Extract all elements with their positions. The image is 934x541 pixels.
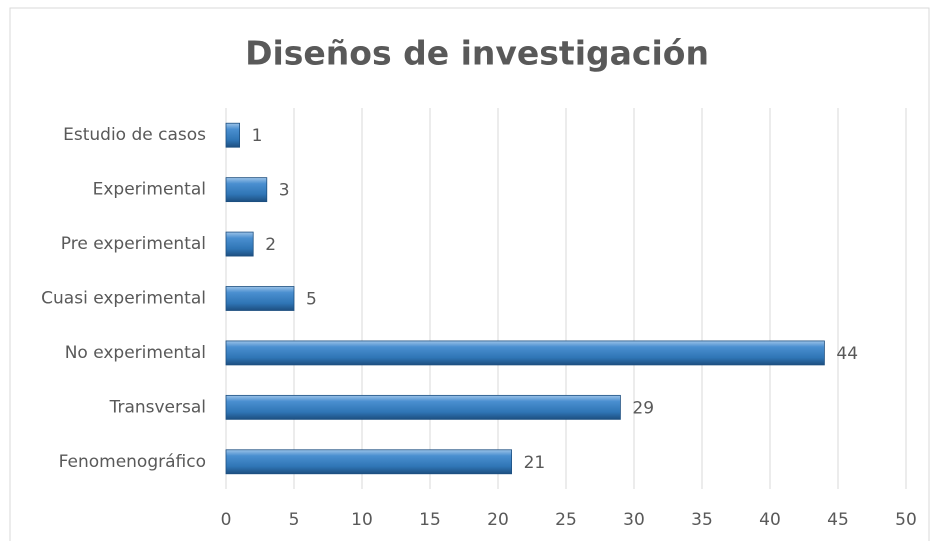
bar [225,122,240,148]
x-tick-label: 35 [691,510,713,530]
bar [225,286,295,311]
y-tick-label: Estudio de casos [63,125,206,145]
data-label: 21 [524,453,546,473]
x-tick-label: 5 [289,510,300,530]
x-tick-label: 40 [759,510,781,530]
data-label: 5 [306,290,317,310]
x-tick-label: 15 [419,510,441,530]
y-tick-label: Experimental [93,180,206,200]
bar [225,340,825,366]
x-tick-label: 30 [623,510,645,530]
bar [225,449,513,475]
data-label: 2 [265,235,276,255]
data-label: 44 [836,344,858,364]
x-tick-label: 25 [555,510,577,530]
y-tick-label: Pre experimental [61,234,206,254]
x-tick-label: 10 [351,510,373,530]
x-tick-label: 45 [827,510,849,530]
y-tick-label: Fenomenográfico [59,452,206,472]
x-tick-label: 50 [895,510,917,530]
bar [225,394,621,420]
data-label: 3 [279,181,290,201]
x-tick-label: 0 [221,510,232,530]
y-tick-label: Transversal [109,397,206,417]
y-tick-label: Cuasi experimental [41,289,206,309]
x-tick-label: 20 [487,510,509,530]
y-tick-label: No experimental [65,343,206,363]
bar [225,177,268,203]
chart-title: Diseños de investigación [245,34,709,73]
data-label: 29 [632,398,654,418]
bar [225,231,254,257]
data-label: 1 [252,126,263,146]
